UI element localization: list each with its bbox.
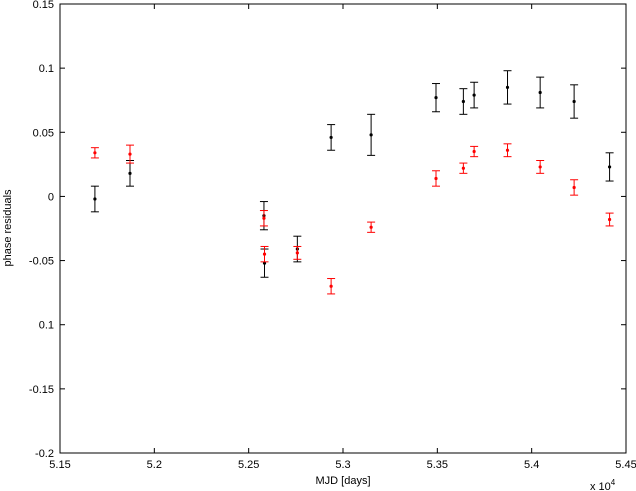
y-tick-label: -0.05 <box>29 256 54 268</box>
data-point <box>572 185 576 190</box>
data-point <box>472 93 476 97</box>
data-point <box>607 165 612 169</box>
data-point <box>369 225 373 229</box>
data-point <box>93 151 97 155</box>
y-tick-label: -0.15 <box>29 384 54 396</box>
data-point <box>607 217 612 222</box>
data-point <box>262 216 266 220</box>
data-point <box>93 197 97 201</box>
plot-area <box>59 3 627 454</box>
y-tick-label: 0.05 <box>33 127 54 139</box>
data-point <box>434 96 438 100</box>
x-tick-label: 5.45 <box>615 459 636 471</box>
x-tick-label: 5.35 <box>427 459 448 471</box>
series-1 <box>90 143 614 295</box>
y-tick-label: 0.1 <box>39 320 54 332</box>
x-tick-label: 5.15 <box>49 459 70 471</box>
y-tick-label: 0.1 <box>39 63 54 75</box>
data-point <box>505 148 510 152</box>
x-axis-multiplier-base: x 10 <box>590 481 611 491</box>
data-point <box>538 90 542 95</box>
data-point <box>128 152 132 156</box>
y-tick-label: -0.2 <box>35 448 54 460</box>
y-tick-label: 0 <box>48 191 54 203</box>
x-tick-label: 5.3 <box>335 459 350 471</box>
data-point <box>262 252 267 256</box>
x-tick-label: 5.2 <box>147 459 162 471</box>
y-tick-label: 0.15 <box>33 0 54 11</box>
data-point <box>295 251 299 255</box>
data-point <box>472 149 476 154</box>
data-point <box>461 166 465 170</box>
axis-ticks: 5.15 5.2 5.25 5.3 5.35 5.4 5.45 -0.2 -0.15 0.1 -0.… <box>29 0 636 471</box>
series-0 <box>90 70 614 278</box>
x-axis-multiplier-exponent: 4 <box>611 478 616 487</box>
data-point <box>329 284 333 288</box>
data-point <box>505 85 510 89</box>
x-axis-label: MJD [days] <box>315 475 370 487</box>
data-point <box>434 176 438 181</box>
data-point <box>329 135 333 140</box>
data-point <box>572 99 576 104</box>
data-point <box>461 99 465 104</box>
x-axis-multiplier: x 104 <box>590 478 616 491</box>
data-layer <box>90 70 614 295</box>
data-point <box>369 133 373 137</box>
y-axis-label: phase residuals <box>2 189 14 267</box>
data-point <box>538 165 542 169</box>
data-point <box>128 171 132 175</box>
x-tick-label: 5.25 <box>238 459 259 471</box>
x-tick-label: 5.4 <box>524 459 539 471</box>
